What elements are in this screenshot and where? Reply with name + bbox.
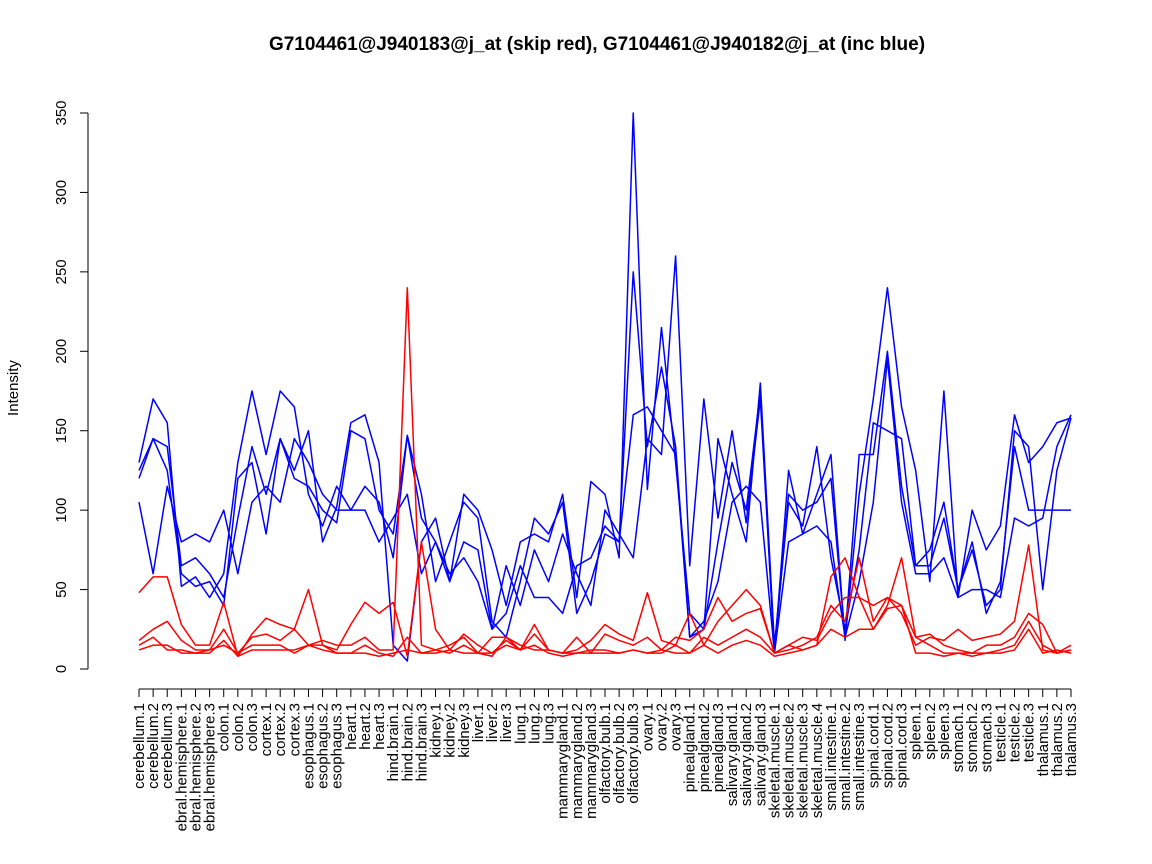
x-tick-label: pinealgland.3 (710, 703, 727, 792)
x-tick-label: liver.3 (498, 703, 515, 742)
x-tick-label: ovary.3 (668, 703, 685, 751)
y-tick-label: 200 (53, 339, 70, 364)
x-tick-label: spinal.cord.2 (879, 703, 896, 788)
x-tick-label: colon.2 (230, 703, 247, 751)
x-tick-label: heart.2 (357, 703, 374, 750)
x-tick-label: skeletal.muscle.2 (781, 703, 798, 818)
x-tick-label: cortex.1 (258, 703, 275, 756)
x-tick-label: esophagus.1 (300, 703, 317, 789)
series-line-4 (138, 358, 1072, 654)
x-tick-label: cortex.3 (286, 703, 303, 756)
x-tick-label: heart.1 (343, 703, 360, 750)
x-tick-label: hind.brain.2 (399, 703, 416, 781)
x-tick-label: skeletal.muscle.4 (809, 703, 826, 818)
x-tick-label: colon.3 (244, 703, 261, 751)
x-tick-label: thalamus.3 (1063, 703, 1080, 776)
x-tick-label: liver.2 (484, 703, 501, 742)
x-axis: cerebellum.1cerebellum.2cerebellum.3ebra… (131, 688, 1080, 831)
x-tick-label: esophagus.3 (329, 703, 346, 789)
x-tick-label: kidney.3 (456, 703, 473, 758)
y-tick-label: 0 (53, 665, 70, 673)
series-line-3 (138, 271, 1071, 654)
x-tick-label: small.intestine.3 (851, 703, 868, 811)
x-tick-label: cortex.2 (272, 703, 289, 756)
x-tick-label: esophagus.2 (315, 703, 332, 789)
y-tick-label: 300 (53, 180, 70, 205)
x-tick-label: pinealgland.1 (682, 703, 699, 792)
y-tick-label: 250 (53, 259, 70, 284)
x-tick-label: testicle.2 (1007, 703, 1024, 762)
y-axis: 0 50 100 150 200 250 300 350 (53, 100, 89, 673)
y-axis-label: Intensity (5, 360, 22, 416)
x-tick-label: lung.3 (541, 703, 558, 744)
x-tick-label: kidney.2 (442, 703, 459, 758)
x-tick-label: kidney.1 (428, 703, 445, 758)
x-tick-label: salivary.gland.1 (724, 703, 741, 806)
x-tick-label: liver.1 (470, 703, 487, 742)
x-tick-label: cerebellum.1 (131, 703, 148, 789)
x-tick-label: heart.3 (371, 703, 388, 750)
chart-title: G7104461@J940183@j_at (skip red), G71044… (269, 34, 925, 55)
x-tick-label: mammarygland.1 (555, 703, 572, 819)
x-tick-label: thalamus.2 (1049, 703, 1066, 776)
series-layer (138, 112, 1072, 662)
x-tick-label: olfactory.bulb.1 (597, 703, 614, 804)
x-tick-label: small.intestine.1 (823, 703, 840, 811)
x-tick-label: salivary.gland.2 (738, 703, 755, 806)
x-tick-label: ebral.hemisphere.3 (202, 703, 219, 831)
y-tick-label: 50 (53, 581, 70, 598)
x-tick-label: spleen.3 (936, 703, 953, 760)
x-tick-label: olfactory.bulb.2 (611, 703, 628, 804)
x-tick-label: testicle.1 (992, 703, 1009, 762)
x-tick-label: salivary.gland.3 (752, 703, 769, 806)
x-tick-label: olfactory.bulb.3 (625, 703, 642, 804)
x-tick-label: pinealgland.2 (696, 703, 713, 792)
x-tick-label: spinal.cord.3 (894, 703, 911, 788)
y-tick-label: 150 (53, 418, 70, 443)
y-tick-label: 100 (53, 498, 70, 523)
x-tick-label: mammarygland.3 (583, 703, 600, 819)
x-tick-label: small.intestine.2 (837, 703, 854, 811)
x-tick-label: ovary.1 (639, 703, 656, 751)
x-tick-label: spleen.1 (908, 703, 925, 760)
series-line-8 (138, 604, 1072, 658)
x-tick-label: stomach.3 (978, 703, 995, 772)
x-tick-label: lung.1 (512, 703, 529, 744)
series-line-7 (138, 557, 1072, 658)
x-tick-label: stomach.2 (964, 703, 981, 772)
x-tick-label: stomach.1 (950, 703, 967, 772)
x-tick-label: cerebellum.2 (145, 703, 162, 789)
y-tick-label: 350 (53, 100, 70, 125)
series-line-6 (138, 286, 1072, 654)
x-tick-label: thalamus.1 (1035, 703, 1052, 776)
x-tick-label: lung.2 (526, 703, 543, 744)
x-tick-label: colon.1 (216, 703, 233, 751)
x-tick-label: hind.brain.3 (413, 703, 430, 781)
x-tick-label: hind.brain.1 (385, 703, 402, 781)
x-tick-label: ovary.2 (653, 703, 670, 751)
series-line-2 (138, 112, 1072, 662)
x-tick-label: spleen.2 (922, 703, 939, 760)
x-tick-label: ebral.hemisphere.1 (173, 703, 190, 831)
x-tick-label: testicle.3 (1021, 703, 1038, 762)
x-tick-label: cerebellum.3 (159, 703, 176, 789)
series-line-1 (138, 255, 1072, 654)
x-tick-label: skeletal.muscle.1 (766, 703, 783, 818)
x-tick-label: skeletal.muscle.3 (795, 703, 812, 818)
x-tick-label: mammarygland.2 (569, 703, 586, 819)
x-tick-label: ebral.hemisphere.2 (187, 703, 204, 831)
x-tick-label: spinal.cord.1 (865, 703, 882, 788)
